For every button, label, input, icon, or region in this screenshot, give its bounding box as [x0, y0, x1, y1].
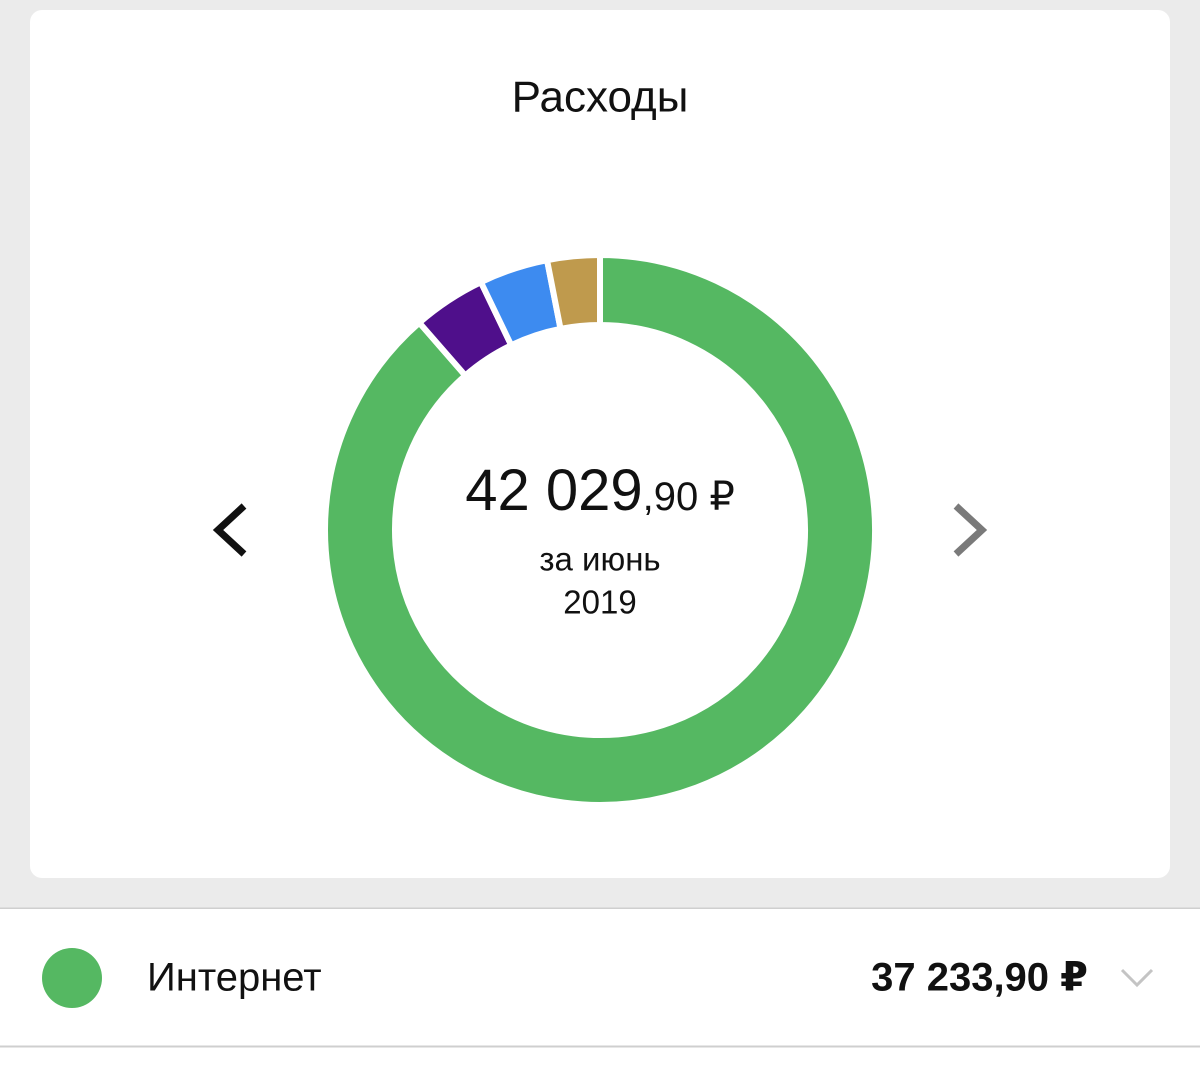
period: за июнь [539, 541, 660, 578]
donut-segment [322, 251, 878, 808]
row-color [42, 948, 102, 1008]
total-amount: 42 029 [465, 458, 642, 523]
donut-segment [543, 251, 603, 333]
total: 42 029,90 ₽ [465, 458, 735, 523]
row-bg [0, 909, 1200, 1046]
year: 2019 [563, 584, 636, 621]
total-fraction: ,90 ₽ [643, 475, 735, 519]
title: Расходы [512, 73, 689, 122]
list-row[interactable]: Интернет 37 233,90 ₽ [0, 909, 1200, 1046]
card [30, 10, 1170, 878]
donut [322, 251, 878, 808]
row-amount: 37 233,90 ₽ [871, 956, 1088, 1000]
prev-button[interactable] [212, 503, 247, 557]
next-button[interactable] [953, 503, 988, 557]
expand-icon[interactable] [1120, 968, 1154, 988]
row-label: Интернет [147, 956, 322, 1000]
